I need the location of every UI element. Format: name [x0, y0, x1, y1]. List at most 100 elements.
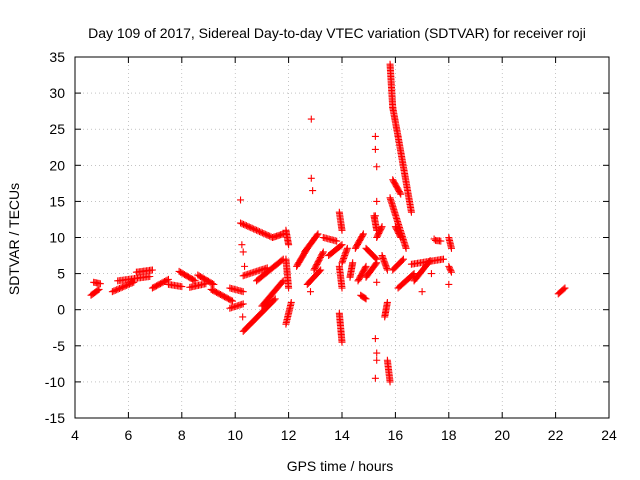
- data-point-marker: [128, 279, 136, 287]
- x-tick-label: 12: [281, 427, 297, 443]
- data-point-marker: [241, 262, 249, 270]
- data-point-marker: [307, 174, 315, 182]
- data-point-marker: [313, 231, 321, 239]
- data-point-marker: [237, 196, 245, 204]
- data-point-marker: [257, 228, 265, 236]
- data-point-marker: [287, 298, 295, 306]
- data-point-marker: [338, 338, 346, 346]
- data-point-marker: [561, 284, 569, 292]
- data-point-marker: [239, 300, 247, 308]
- data-point-marker: [445, 262, 453, 270]
- data-point-marker: [343, 244, 351, 252]
- data-point-marker: [338, 226, 346, 234]
- data-point-marker: [447, 267, 455, 275]
- y-tick-label: 25: [49, 121, 65, 137]
- data-point-marker: [371, 145, 379, 153]
- data-point-marker: [241, 221, 249, 229]
- data-point-marker: [239, 248, 247, 256]
- data-point-marker: [373, 259, 381, 267]
- data-point-marker: [373, 197, 381, 205]
- data-point-marker: [263, 231, 271, 239]
- y-tick-label: 15: [49, 193, 65, 209]
- data-point-marker: [307, 115, 315, 123]
- data-point-marker: [244, 222, 252, 230]
- data-point-marker: [446, 265, 454, 273]
- data-point-marker: [247, 224, 255, 232]
- data-point-marker: [178, 283, 186, 291]
- data-point-marker: [239, 313, 247, 321]
- x-tick-labels: 4 6 8 10 12 14 16 18 20 22 24: [71, 427, 617, 443]
- data-point-marker: [209, 280, 217, 288]
- y-tick-labels: 35 30 25 20 15 10 5 0 -5 -10 -15: [45, 49, 65, 426]
- data-point-marker: [285, 284, 293, 292]
- y-axis-label: SDTVAR / TECUs: [6, 183, 22, 295]
- y-tick-label: 35: [49, 49, 65, 65]
- x-tick-label: 16: [388, 427, 404, 443]
- data-point-marker: [396, 189, 404, 197]
- data-point-marker: [227, 296, 235, 304]
- data-point-marker: [333, 237, 341, 245]
- data-point-marker: [359, 230, 367, 238]
- data-point-marker: [146, 272, 154, 280]
- data-point-marker: [96, 280, 104, 288]
- data-point-marker: [361, 294, 369, 302]
- data-point-marker: [373, 163, 381, 171]
- data-point-marker: [397, 190, 405, 198]
- x-tick-label: 10: [227, 427, 243, 443]
- y-tick-label: -15: [45, 410, 65, 426]
- data-point-marker: [238, 241, 246, 249]
- data-point-marker: [445, 280, 453, 288]
- data-point-marker: [427, 270, 435, 278]
- data-point-marker: [314, 230, 322, 238]
- x-tick-label: 22: [548, 427, 564, 443]
- data-point-marker: [373, 349, 381, 357]
- data-point-marker: [163, 276, 171, 284]
- data-point-marker: [383, 298, 391, 306]
- data-point-marker: [396, 232, 404, 240]
- data-point-marker: [245, 223, 253, 231]
- data-point-marker: [338, 241, 346, 249]
- x-axis-label: GPS time / hours: [287, 458, 394, 474]
- data-point-marker: [361, 264, 369, 272]
- y-tick-label: 30: [49, 85, 65, 101]
- plot-frame: [74, 56, 610, 419]
- data-point-marker: [362, 262, 370, 270]
- data-point-marker: [407, 208, 415, 216]
- data-point-marker: [338, 284, 346, 292]
- y-tick-label: -10: [45, 374, 65, 390]
- data-point-marker: [319, 248, 327, 256]
- x-tick-label: 6: [125, 427, 133, 443]
- data-point-marker: [271, 295, 279, 303]
- data-point-marker: [337, 242, 345, 250]
- data-point-marker: [250, 225, 258, 233]
- data-point-marker: [377, 224, 385, 232]
- data-point-marker: [261, 230, 269, 238]
- data-point-marker: [399, 255, 407, 263]
- data-point-marker: [371, 212, 379, 220]
- y-tick-label: 0: [57, 302, 65, 318]
- data-point-marker: [190, 276, 198, 284]
- data-point-marker: [254, 227, 262, 235]
- data-point-marker: [237, 219, 245, 227]
- data-point-marker: [242, 222, 250, 230]
- data-point-marker: [409, 271, 417, 279]
- data-point-marker: [437, 237, 445, 245]
- data-point-marker: [251, 226, 259, 234]
- data-point-marker: [359, 231, 367, 239]
- data-point-marker: [372, 260, 380, 268]
- data-point-marker: [430, 235, 438, 243]
- data-point-marker: [319, 249, 327, 257]
- x-tick-label: 24: [601, 427, 617, 443]
- data-point-marker: [445, 264, 453, 272]
- chart-title: Day 109 of 2017, Sidereal Day-to-day VTE…: [88, 25, 586, 41]
- data-point-marker: [258, 229, 266, 237]
- data-point-marker: [418, 288, 426, 296]
- data-points: [87, 60, 569, 386]
- data-point-marker: [248, 224, 256, 232]
- data-point-marker: [362, 295, 370, 303]
- y-tick-label: 20: [49, 157, 65, 173]
- data-point-marker: [439, 255, 447, 263]
- data-point-marker: [373, 278, 381, 286]
- y-tick-label: 10: [49, 230, 65, 246]
- data-point-marker: [309, 187, 317, 195]
